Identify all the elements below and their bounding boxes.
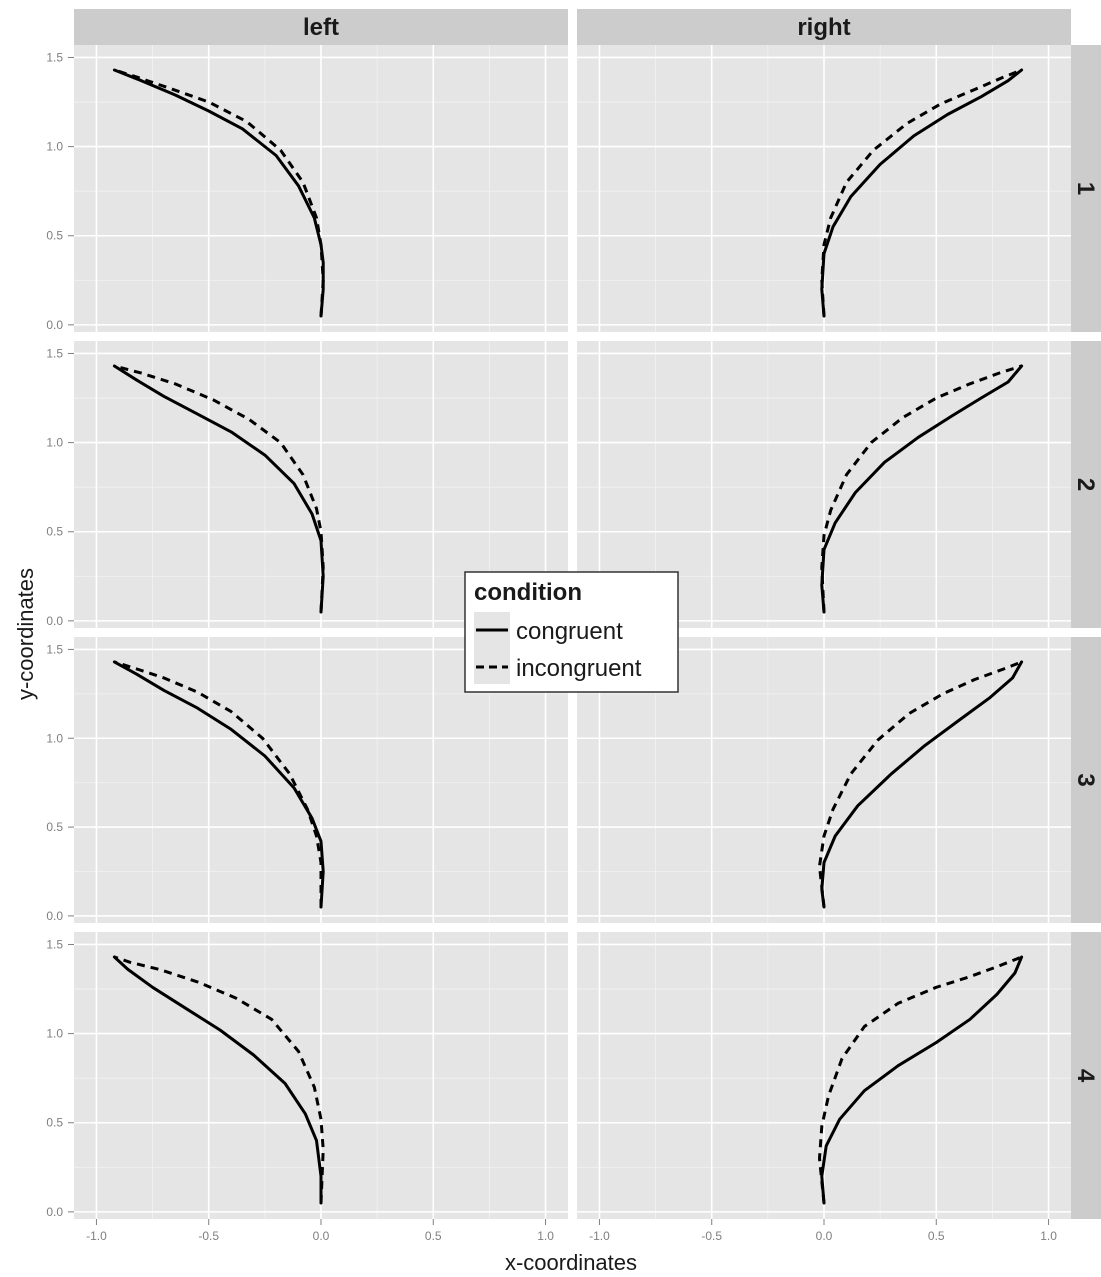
panel-right-4 (577, 932, 1071, 1219)
series-line-incongruent-left-1 (113, 68, 325, 317)
series-line-incongruent-left-4 (113, 955, 325, 1204)
panel-right-3 (577, 637, 1071, 923)
panel-grid (74, 45, 1071, 1219)
y-tick-label: 1.5 (46, 346, 63, 360)
strip-label-row-1: 1 (1072, 182, 1099, 195)
strip-row-4 (1071, 932, 1101, 1219)
y-tick-label: 0.0 (46, 318, 63, 332)
y-tick-label: 0.5 (46, 229, 63, 243)
series-line-incongruent-right-3 (818, 660, 1023, 908)
y-tick-label: 1.0 (46, 436, 63, 450)
x-tick-label: -0.5 (198, 1229, 219, 1243)
panel-right-1 (577, 45, 1071, 332)
x-tick-label: -1.0 (589, 1229, 610, 1243)
panel-left-4 (74, 932, 568, 1219)
series-line-congruent-right-2 (820, 364, 1024, 614)
y-tick-label: 0.5 (46, 525, 63, 539)
y-axis-ticks: 0.0 0.5 1.0 1.5 0.0 0.5 1.0 1.5 0.0 0.5 1.0 1.5 0.0 0… (46, 50, 74, 1219)
x-tick-label: 0.5 (928, 1229, 945, 1243)
legend-label-congruent: congruent (516, 618, 623, 645)
legend-label-incongruent: incongruent (516, 655, 642, 682)
strip-left (74, 9, 568, 45)
series-line-incongruent-right-1 (820, 68, 1023, 317)
y-tick-label: 1.5 (46, 50, 63, 64)
series-line-congruent-right-1 (820, 68, 1024, 318)
strip-label-row-3: 3 (1072, 773, 1099, 786)
legend-title: condition (474, 579, 582, 606)
y-axis-title: y-coordinates (13, 568, 38, 700)
strip-right (577, 9, 1071, 45)
series-line-congruent-right-3 (820, 660, 1024, 909)
y-tick-label: 0.5 (46, 820, 63, 834)
x-axis-ticks: -1.0 -0.5 0.0 0.5 1.0 -1.0 -0.5 0.0 0.5 1.0 (86, 1219, 1057, 1243)
y-tick-label: 1.0 (46, 1027, 63, 1041)
series-line-congruent-left-3 (112, 660, 325, 909)
facet-strips: left right 1 2 3 4 (74, 9, 1101, 1219)
series-line-incongruent-left-2 (114, 364, 325, 613)
strip-row-1 (1071, 45, 1101, 332)
x-tick-label: 0.5 (425, 1229, 442, 1243)
y-tick-label: 0.0 (46, 1205, 63, 1219)
series-line-congruent-right-4 (820, 955, 1024, 1205)
x-tick-label: 1.0 (1040, 1229, 1057, 1243)
y-tick-label: 1.5 (46, 937, 63, 951)
strip-row-3 (1071, 637, 1101, 923)
y-tick-label: 1.5 (46, 642, 63, 656)
series-line-congruent-left-4 (112, 955, 323, 1205)
y-tick-label: 0.5 (46, 1116, 63, 1130)
y-tick-label: 1.0 (46, 731, 63, 745)
x-axis-title: x-coordinates (505, 1250, 637, 1275)
x-tick-label: 1.0 (537, 1229, 554, 1243)
series-line-incongruent-right-2 (820, 364, 1023, 613)
panel-left-1 (74, 45, 568, 332)
strip-label-row-4: 4 (1072, 1069, 1099, 1083)
x-tick-label: 0.0 (313, 1229, 330, 1243)
strip-label-left: left (303, 14, 339, 41)
strip-label-right: right (797, 14, 850, 41)
strip-label-row-2: 2 (1072, 478, 1099, 491)
legend: condition congruent incongruent (464, 571, 679, 693)
series-line-incongruent-right-4 (818, 955, 1023, 1204)
strip-row-2 (1071, 341, 1101, 628)
x-tick-label: -1.0 (86, 1229, 107, 1243)
y-tick-label: 1.0 (46, 140, 63, 154)
x-tick-label: -0.5 (701, 1229, 722, 1243)
x-tick-label: 0.0 (816, 1229, 833, 1243)
y-tick-label: 0.0 (46, 614, 63, 628)
series-line-incongruent-left-3 (113, 660, 323, 907)
y-tick-label: 0.0 (46, 909, 63, 923)
